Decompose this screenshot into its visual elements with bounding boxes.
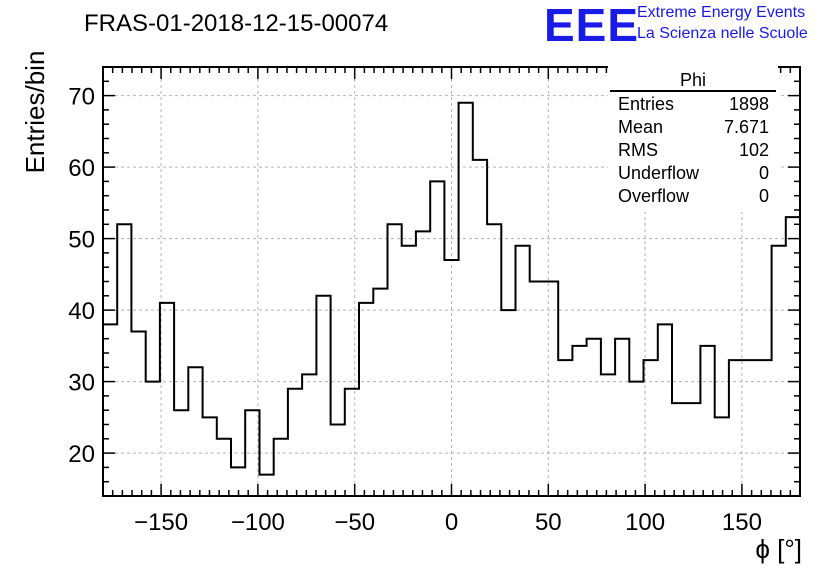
x-tick-label: 150 xyxy=(722,509,762,536)
y-tick-label: 50 xyxy=(68,227,95,254)
stats-row-value: 0 xyxy=(759,163,769,183)
stats-row-value: 7.671 xyxy=(724,117,769,137)
x-tick-label: −50 xyxy=(334,509,375,536)
stats-row-value: 0 xyxy=(759,186,769,206)
y-tick-label: 40 xyxy=(68,298,95,325)
x-tick-label: 50 xyxy=(535,509,562,536)
x-tick-label: −100 xyxy=(231,509,285,536)
stats-row-value: 102 xyxy=(739,140,769,160)
stats-row-value: 1898 xyxy=(729,94,769,114)
grid-lines xyxy=(103,67,800,496)
x-tick-label: 0 xyxy=(445,509,458,536)
stats-row-label: Overflow xyxy=(618,186,690,206)
x-tick-labels: −150 −100 −50 0 50 100 150 xyxy=(134,509,762,536)
eee-logo: EEE xyxy=(544,0,640,51)
chart-title: FRAS-01-2018-12-15-00074 xyxy=(84,10,389,37)
logo-caption-line1: Extreme Energy Events xyxy=(637,4,806,21)
x-tick-label: 100 xyxy=(625,509,665,536)
plot-frame xyxy=(102,66,801,497)
histogram-step-line xyxy=(103,101,800,476)
stats-row-label: Entries xyxy=(618,94,674,114)
y-tick-label: 70 xyxy=(68,84,95,111)
stats-rows: Entries 1898 Mean 7.671 RMS 102 Underflow 0 Over… xyxy=(618,94,769,206)
x-axis-title: ϕ [°] xyxy=(755,534,802,564)
stats-box: Phi Entries 1898 Mean 7.671 RMS 102 Underflow 0… xyxy=(608,66,778,212)
logo-caption-line2: La Scienza nelle Scuole xyxy=(637,25,808,42)
stats-row-label: Mean xyxy=(618,117,663,137)
y-tick-label: 60 xyxy=(68,155,95,182)
stats-row-label: Underflow xyxy=(618,163,700,183)
y-axis-title: Entries/bin xyxy=(20,51,50,174)
stats-box-title: Phi xyxy=(680,70,706,90)
y-tick-label: 30 xyxy=(68,370,95,397)
y-tick-label: 20 xyxy=(68,441,95,468)
x-tick-label: −150 xyxy=(134,509,188,536)
y-tick-labels: 20 30 40 50 60 70 xyxy=(68,84,95,469)
stats-row-label: RMS xyxy=(618,140,658,160)
